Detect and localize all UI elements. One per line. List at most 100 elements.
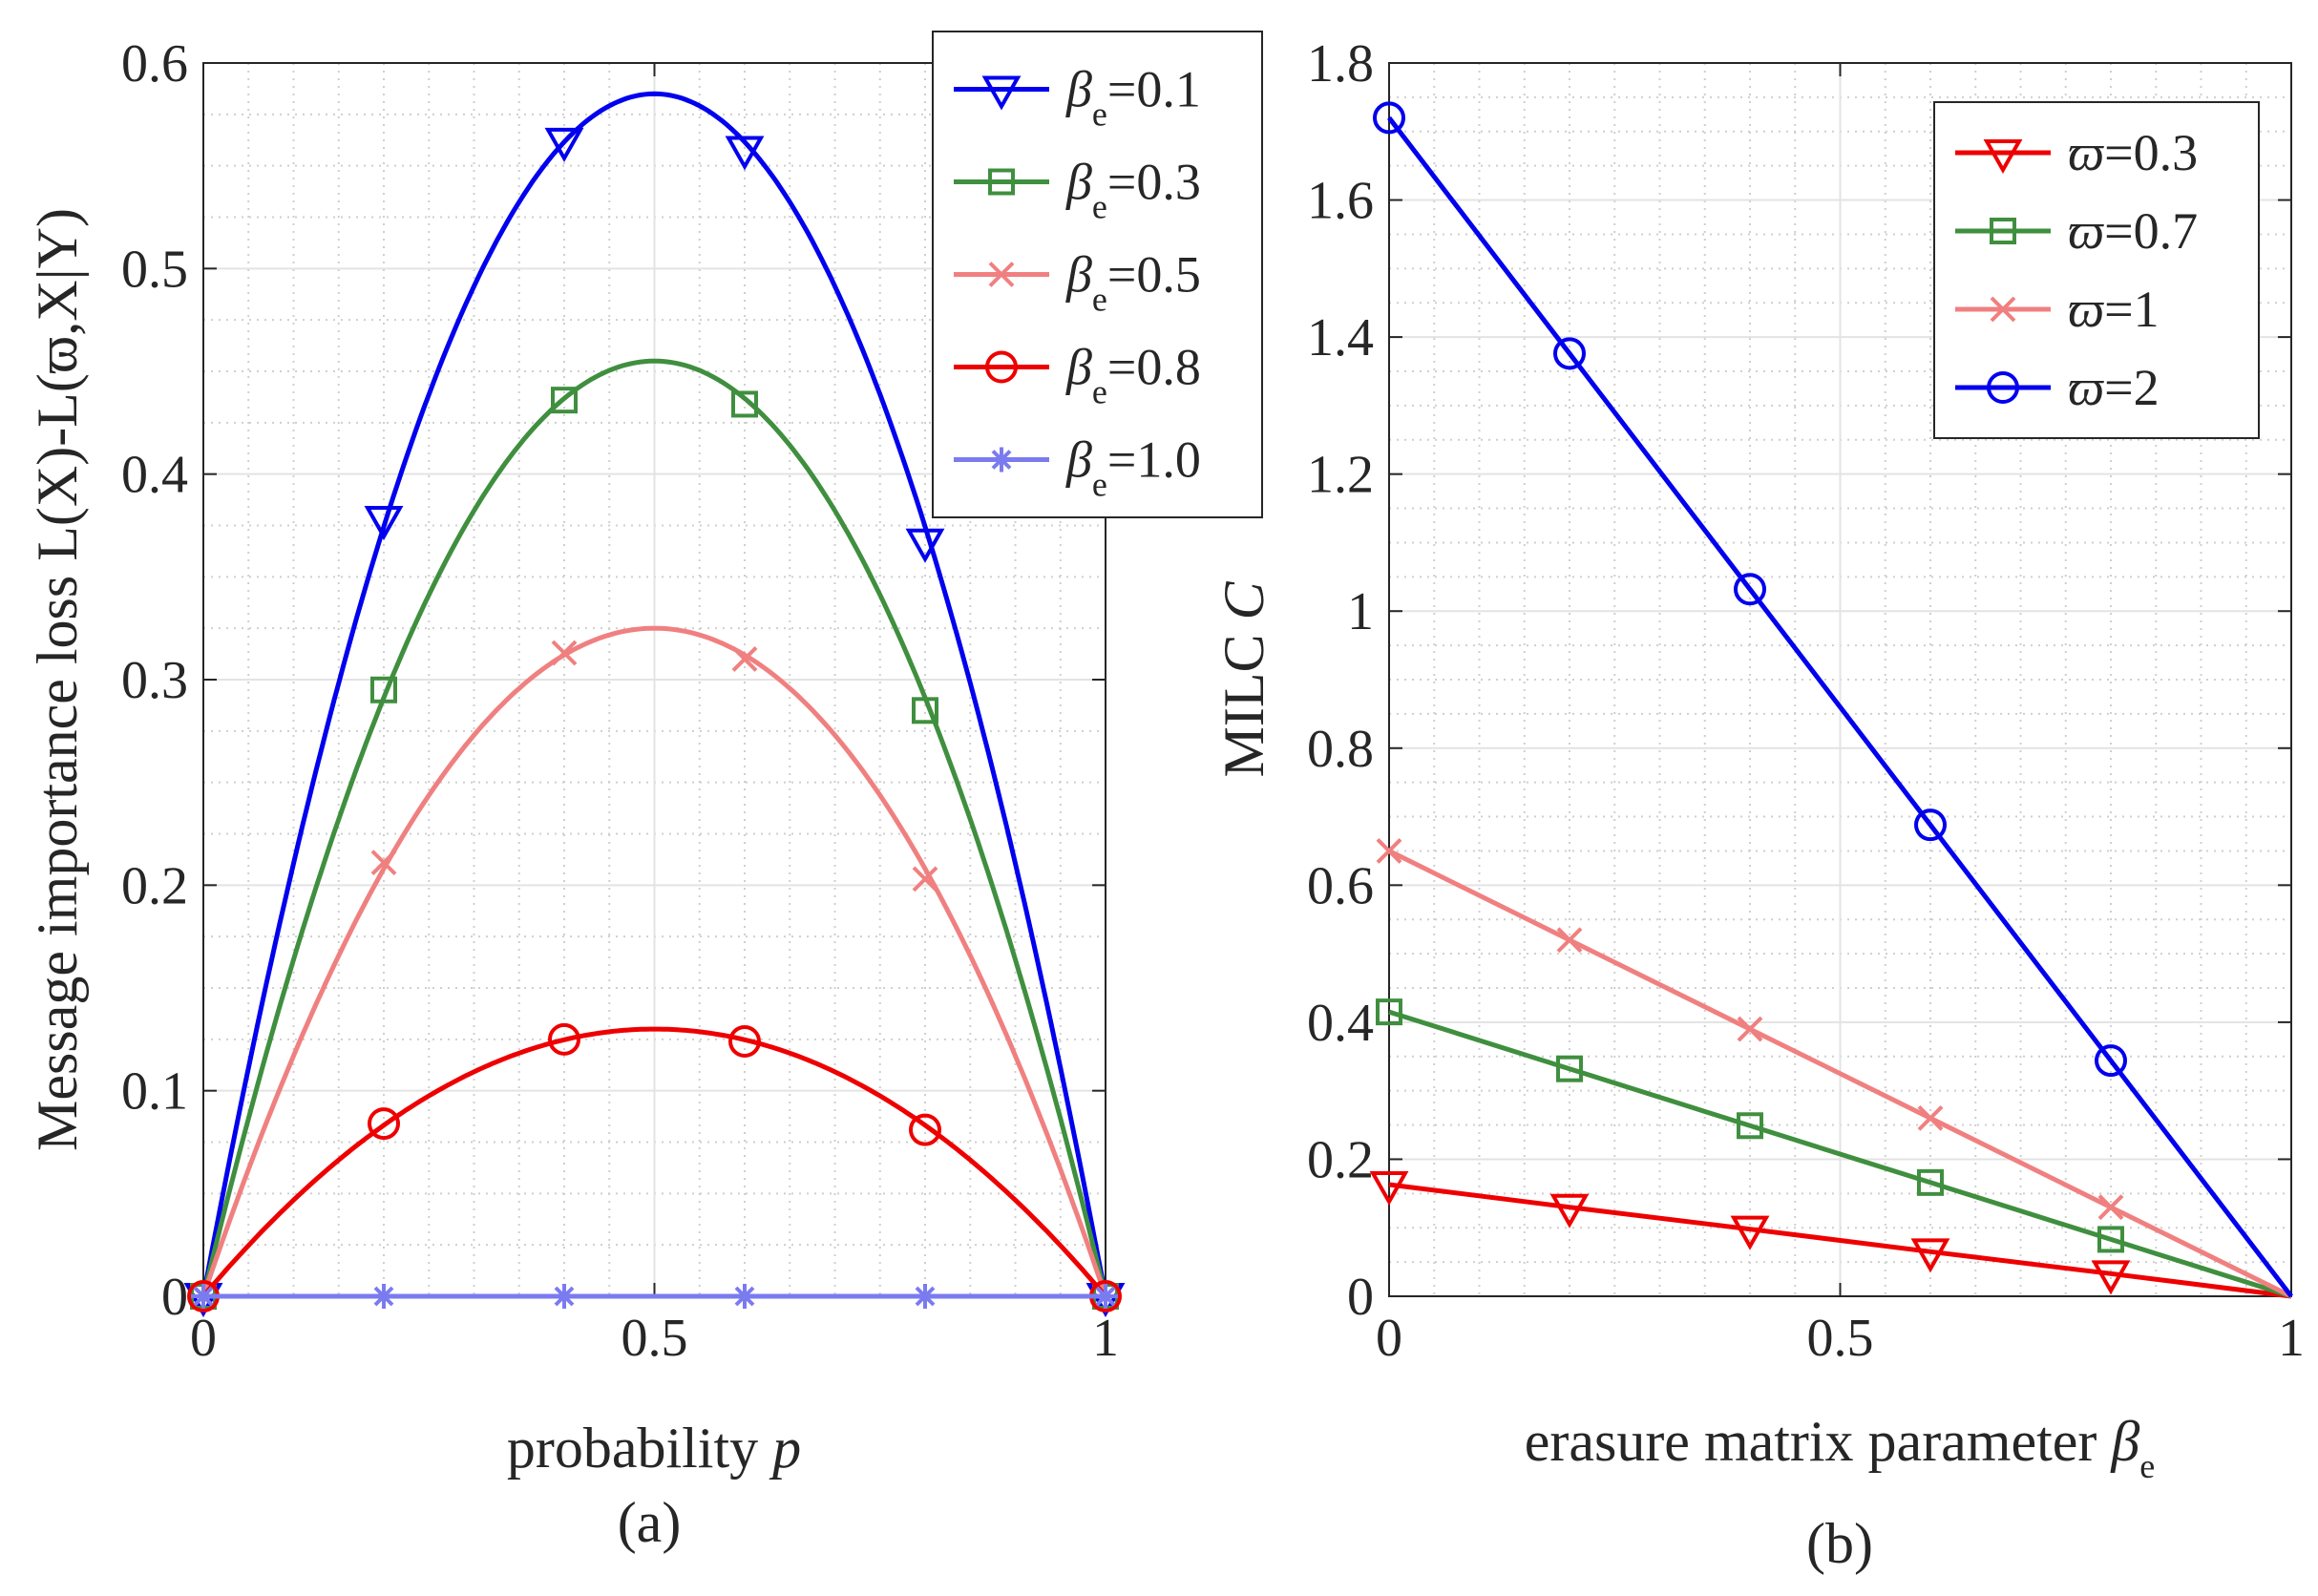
b-ytick-label: 0.8 [1307, 720, 1374, 779]
chart-b-data-point [1737, 1016, 1763, 1042]
chart-a-xlabel: probability p [507, 1417, 801, 1480]
a-legend-marker [981, 75, 1022, 111]
chart-b-data-point [2095, 1044, 2127, 1078]
b-ytick-label: 1 [1347, 582, 1374, 641]
chart-a-data-point [552, 1284, 577, 1309]
chart-a-series-line [200, 91, 1108, 1297]
chart-b-data-point [2097, 1194, 2124, 1221]
chart-b-data-point [1376, 838, 1402, 864]
chart-b-data-point [1369, 1171, 1409, 1207]
b-legend-marker [1990, 218, 2016, 244]
chart-a-series-line [200, 625, 1108, 1297]
b-ytick-label: 0.2 [1307, 1130, 1374, 1189]
chart-a-data-point [370, 850, 397, 876]
chart-a-data-point [912, 697, 938, 724]
chart-a-series [183, 91, 1126, 1318]
a-ytick-label: 0.4 [121, 446, 188, 505]
chart-a-data-point [370, 676, 397, 704]
chart-a-data-point [544, 127, 584, 162]
a-ytick-label: 0 [161, 1268, 188, 1327]
chart-b-data-point [1556, 1055, 1583, 1082]
b-legend-label: ϖ=0.3 [2068, 124, 2198, 181]
b-ytick-label: 1.8 [1307, 34, 1374, 94]
chart-a-ticks: 0 0.5 1 0 0.1 0.2 0.3 0.4 0.5 0.6 [121, 34, 1119, 1368]
b-ytick-label: 1.4 [1307, 308, 1374, 368]
chart-b-series [1369, 101, 2293, 1299]
a-legend-label: βe=0.5 [1065, 246, 1201, 319]
chart-a-caption: (a) [618, 1491, 682, 1554]
chart-b-data-point [1556, 927, 1583, 954]
chart-a-data-point [368, 1107, 400, 1141]
chart-b-data-point [1553, 337, 1586, 370]
chart-a-data-point [912, 866, 938, 892]
chart-a-data-point [548, 1022, 580, 1056]
chart-a-legend: βe=0.1 βe=0.3 βe=0.5 βe=0.8 βe=1.0 [932, 31, 1263, 518]
chart-a-series-line [201, 1026, 1107, 1298]
a-ytick-label: 0.1 [121, 1062, 188, 1122]
chart-b-series-line [1388, 1009, 2292, 1299]
chart-a-data-point [728, 1024, 761, 1058]
b-legend-marker [1987, 371, 2019, 404]
a-legend-label: βe=0.3 [1065, 154, 1201, 226]
chart-a-data-point [905, 528, 945, 563]
chart-b-data-point [1914, 808, 1947, 842]
chart-b-ticks: 0 0.5 1 0 0.2 0.4 0.6 0.8 1 1.2 1.4 1.6 1.8 [1307, 34, 2305, 1368]
b-legend-marker [1983, 139, 2023, 175]
a-legend-marker [988, 168, 1015, 196]
chart-b-caption: (b) [1806, 1512, 1873, 1575]
chart-b-data-point [2091, 1260, 2131, 1295]
a-legend-marker [988, 262, 1015, 287]
chart-a-data-point [731, 646, 758, 672]
chart-b-legend: ϖ=0.3 ϖ=0.7 ϖ=1 ϖ=2 [1933, 101, 2260, 439]
chart-a-data-point [371, 1284, 396, 1309]
chart-b-series-line [1387, 116, 2293, 1298]
chart-a-data-point [909, 1113, 941, 1146]
chart-b-data-point [1910, 1238, 1950, 1273]
b-legend-label: ϖ=0.7 [2068, 202, 2198, 260]
a-xtick-label: 0 [190, 1309, 217, 1368]
a-ytick-label: 0.3 [121, 651, 188, 710]
b-legend-label: ϖ=2 [2068, 359, 2160, 416]
b-ytick-label: 1.2 [1307, 446, 1374, 505]
chart-b: 0 0.5 1 0 0.2 0.4 0.6 0.8 1 1.2 1.4 1.6 1.8 erasure … [1212, 34, 2305, 1575]
chart-b-series-line [1388, 1182, 2292, 1299]
b-xtick-label: 0.5 [1807, 1309, 1874, 1368]
chart-a-data-point [551, 640, 578, 666]
a-ytick-label: 0.5 [121, 240, 188, 299]
a-ytick-label: 0.2 [121, 856, 188, 915]
b-ytick-label: 1.6 [1307, 172, 1374, 231]
chart-a-data-point [191, 1284, 216, 1309]
chart-b-xlabel: erasure matrix parameter βe [1525, 1410, 2156, 1485]
chart-b-data-point [1730, 1215, 1770, 1250]
a-ytick-label: 0.6 [121, 34, 188, 94]
chart-a-data-point [913, 1284, 938, 1309]
a-legend-marker [989, 447, 1014, 472]
chart-b-data-point [1917, 1104, 1944, 1131]
a-xtick-label: 0.5 [622, 1309, 688, 1368]
chart-b-data-point [1917, 1168, 1944, 1196]
a-legend-label: βe=0.8 [1065, 339, 1201, 411]
chart-a-data-point [1093, 1284, 1118, 1309]
chart-b-grid [1388, 62, 2292, 1297]
chart-b-data-point [1376, 998, 1402, 1026]
b-xtick-label: 0 [1376, 1309, 1402, 1368]
chart-b-data-point [1737, 1112, 1763, 1140]
b-legend-marker [1990, 296, 2016, 323]
chart-a-data-point [732, 1284, 757, 1309]
chart-a: 0 0.5 1 0 0.1 0.2 0.3 0.4 0.5 0.6 probability p M… [26, 31, 1263, 1554]
chart-b-data-point [1373, 101, 1405, 135]
chart-a-data-point [725, 136, 765, 171]
chart-a-data-point [364, 506, 404, 541]
chart-b-ylabel: MILC C [1212, 581, 1275, 778]
a-legend-label: βe=1.0 [1065, 431, 1201, 504]
chart-a-ylabel: Message importance loss L(X)-L(ϖ,X|Y) [26, 208, 89, 1151]
b-ytick-label: 0.6 [1307, 856, 1374, 915]
a-legend-marker [985, 350, 1018, 384]
chart-b-data-point [1549, 1193, 1590, 1228]
chart-a-data-point [731, 390, 758, 418]
chart-b-data-point [2097, 1226, 2124, 1253]
b-legend-label: ϖ=1 [2068, 281, 2160, 338]
chart-b-series-line [1387, 849, 2293, 1299]
chart-a-series-line [200, 358, 1108, 1297]
